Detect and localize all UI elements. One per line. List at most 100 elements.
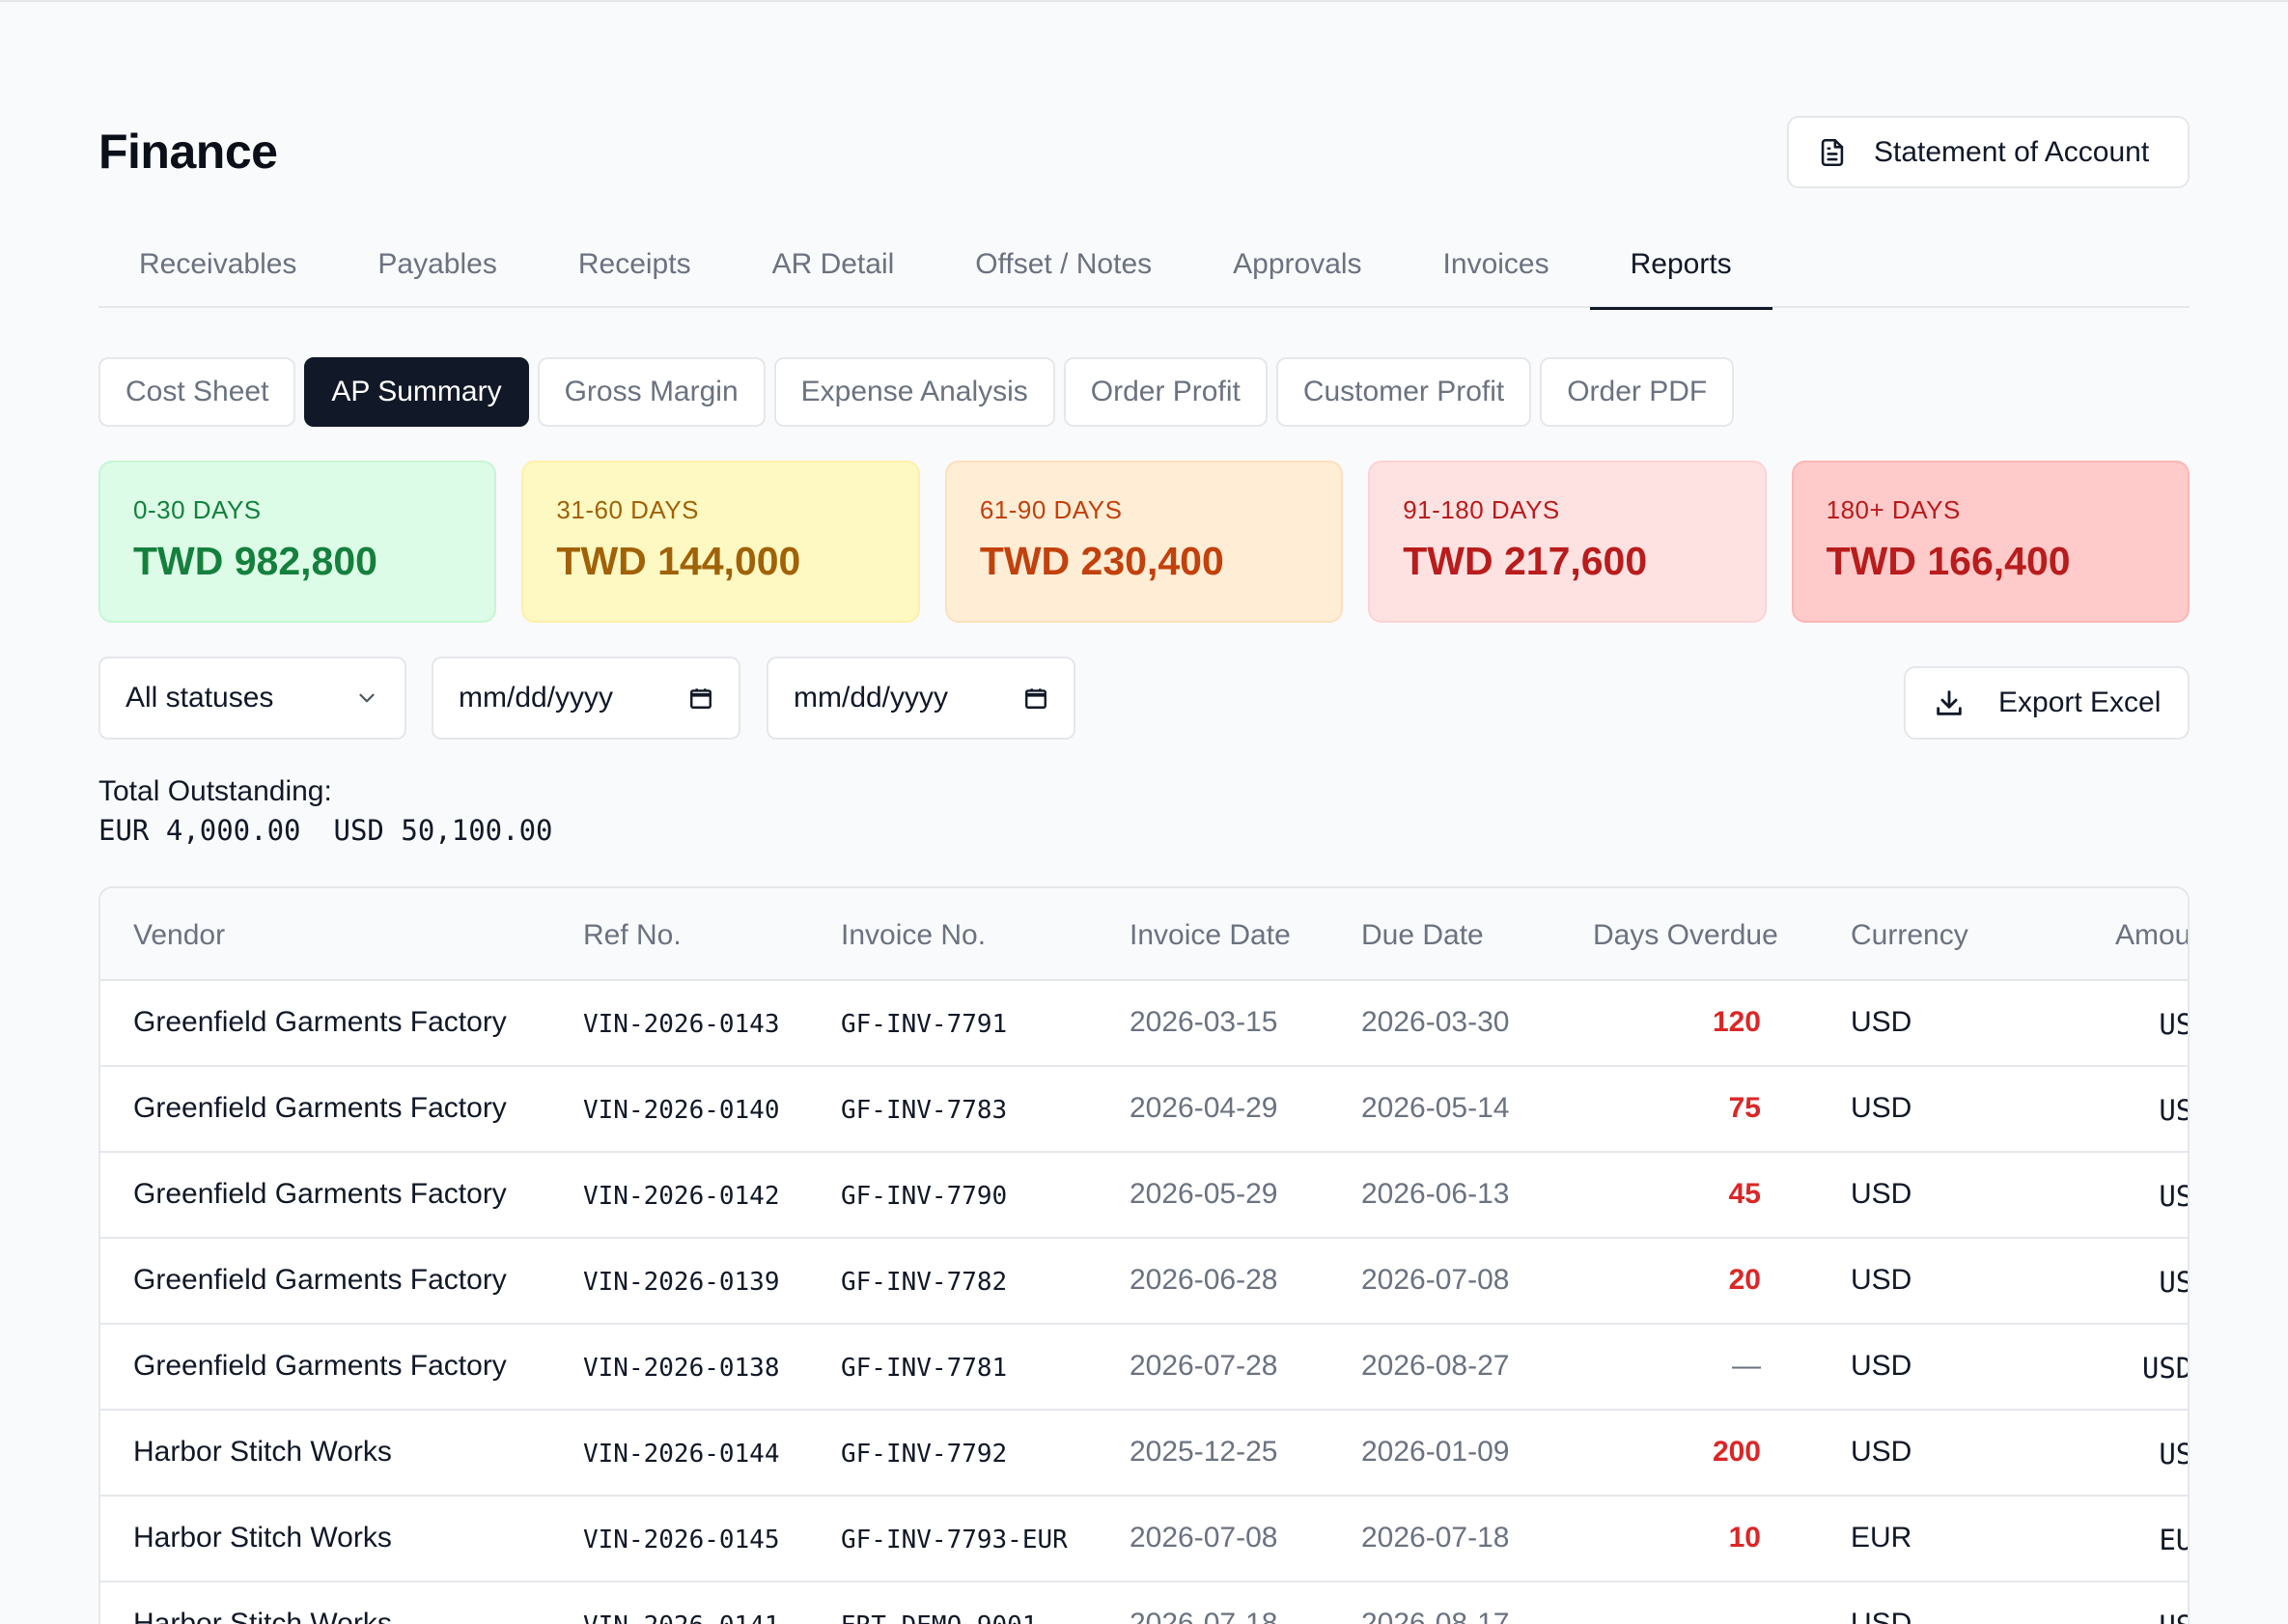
header-ref-no[interactable]: Ref No.: [583, 919, 682, 951]
table-row[interactable]: Greenfield Garments Factory VIN-2026-0138…: [100, 1325, 2188, 1411]
due-date-cell: 2026-06-13: [1361, 1178, 1510, 1210]
currency-cell: USD: [1851, 1436, 1912, 1468]
invoice-date-cell: 2026-05-29: [1130, 1178, 1278, 1210]
aging-card-value: TWD 217,600: [1403, 539, 1648, 583]
aging-card-91-180: 91-180 DAYS TWD 217,600: [1368, 461, 1767, 623]
due-date-cell: 2026-08-17: [1361, 1608, 1510, 1624]
table-body: Greenfield Garments Factory VIN-2026-0143…: [100, 981, 2188, 1624]
date-to-input[interactable]: mm/dd/yyyy: [767, 657, 1075, 740]
invoice-no-cell: GF-INV-7793-EUR: [841, 1526, 1068, 1554]
vendor-cell: Greenfield Garments Factory: [133, 1264, 507, 1296]
subtab-ap-summary[interactable]: AP Summary: [304, 357, 529, 427]
amount-cell: USD 7,20: [2159, 1094, 2188, 1127]
ref-no-cell: VIN-2026-0145: [583, 1526, 780, 1554]
table-row[interactable]: Harbor Stitch Works VIN-2026-0145 GF-INV-7…: [100, 1497, 2188, 1582]
ap-aging-table: Vendor Ref No. Invoice No. Invoice Date …: [98, 886, 2190, 1624]
subtab-cost-sheet[interactable]: Cost Sheet: [98, 357, 296, 427]
invoice-date-cell: 2026-03-15: [1130, 1006, 1278, 1038]
status-select-value: All statuses: [126, 682, 274, 714]
vendor-cell: Greenfield Garments Factory: [133, 1092, 507, 1124]
header-currency[interactable]: Currency: [1851, 919, 1968, 951]
days-overdue-cell: —: [1732, 1350, 1761, 1382]
table-row[interactable]: Harbor Stitch Works VIN-2026-0144 GF-INV-7…: [100, 1411, 2188, 1497]
days-overdue-cell: 45: [1728, 1178, 1761, 1210]
status-select[interactable]: All statuses: [98, 657, 406, 740]
ref-no-cell: VIN-2026-0144: [583, 1440, 780, 1469]
currency-cell: USD: [1851, 1608, 1912, 1624]
tab-receipts[interactable]: Receipts: [577, 248, 691, 280]
report-subtabs: Cost Sheet AP Summary Gross Margin Expen…: [98, 357, 1735, 427]
tab-invoices[interactable]: Invoices: [1442, 248, 1549, 280]
chevron-down-icon: [359, 693, 375, 703]
ref-no-cell: VIN-2026-0142: [583, 1182, 780, 1211]
tab-receivables[interactable]: Receivables: [139, 248, 297, 280]
subtab-gross-margin[interactable]: Gross Margin: [537, 357, 766, 427]
header-due-date[interactable]: Due Date: [1361, 919, 1484, 951]
table-row[interactable]: Greenfield Garments Factory VIN-2026-0139…: [100, 1239, 2188, 1325]
days-overdue-cell: 75: [1728, 1092, 1761, 1124]
header-vendor[interactable]: Vendor: [133, 919, 226, 951]
vendor-cell: Greenfield Garments Factory: [133, 1178, 507, 1210]
subtab-customer-profit[interactable]: Customer Profit: [1275, 357, 1532, 427]
due-date-cell: 2026-07-08: [1361, 1264, 1510, 1296]
invoice-date-cell: 2025-12-25: [1130, 1436, 1278, 1468]
aging-card-value: TWD 230,400: [979, 539, 1224, 583]
calendar-icon[interactable]: [688, 686, 713, 711]
table-row[interactable]: Greenfield Garments Factory VIN-2026-0143…: [100, 981, 2188, 1067]
tab-payables[interactable]: Payables: [377, 248, 497, 280]
aging-card-label: 61-90 DAYS: [979, 495, 1123, 524]
header-invoice-no[interactable]: Invoice No.: [841, 919, 987, 951]
aging-card-label: 91-180 DAYS: [1403, 495, 1560, 524]
aging-card-value: TWD 982,800: [133, 539, 377, 583]
days-overdue-cell: 20: [1728, 1264, 1761, 1296]
header-invoice-date[interactable]: Invoice Date: [1130, 919, 1291, 951]
amount-cell: USD 1,80: [2043, 1610, 2188, 1624]
invoice-no-cell: GF-INV-7783: [841, 1096, 1008, 1125]
total-outstanding-usd: USD 50,100.00: [333, 814, 553, 847]
calendar-icon[interactable]: [1023, 686, 1048, 711]
tab-reports[interactable]: Reports: [1589, 237, 1772, 310]
aging-card-value: TWD 144,000: [556, 539, 801, 583]
date-to-value: mm/dd/yyyy: [794, 682, 949, 714]
invoice-no-cell: GF-INV-7782: [841, 1268, 1008, 1297]
header-amount[interactable]: Amou: [2115, 919, 2190, 951]
amount-cell: USD 6,80: [2159, 1008, 2188, 1041]
export-excel-button[interactable]: Export Excel: [1904, 666, 2190, 740]
aging-card-label: 31-60 DAYS: [556, 495, 699, 524]
vendor-cell: Harbor Stitch Works: [133, 1522, 392, 1554]
aging-card-180-plus: 180+ DAYS TWD 166,400: [1791, 461, 2190, 623]
invoice-no-cell: GF-INV-7790: [841, 1182, 1008, 1211]
table-row[interactable]: Greenfield Garments Factory VIN-2026-0142…: [100, 1153, 2188, 1239]
invoice-date-cell: 2026-07-08: [1130, 1522, 1278, 1554]
subtab-order-profit[interactable]: Order Profit: [1063, 357, 1268, 427]
table-header: Vendor Ref No. Invoice No. Invoice Date …: [100, 888, 2188, 981]
ref-no-cell: VIN-2026-0143: [583, 1010, 780, 1039]
aging-cards: 0-30 DAYS TWD 982,800 31-60 DAYS TWD 144…: [98, 461, 2190, 623]
currency-cell: USD: [1851, 1350, 1912, 1382]
ref-no-cell: VIN-2026-0139: [583, 1268, 780, 1297]
total-outstanding-eur: EUR 4,000.00: [98, 814, 301, 847]
table-row[interactable]: Greenfield Garments Factory VIN-2026-0140…: [100, 1067, 2188, 1153]
due-date-cell: 2026-07-18: [1361, 1522, 1510, 1554]
aging-card-61-90: 61-90 DAYS TWD 230,400: [944, 461, 1344, 623]
amount-cell: USD 5,40: [2159, 1266, 2188, 1299]
statement-of-account-button[interactable]: Statement of Account: [1787, 116, 2190, 188]
table-row[interactable]: Harbor Stitch Works VIN-2026-0141 ERT-DEMO…: [100, 1582, 2188, 1624]
aging-card-label: 0-30 DAYS: [133, 495, 262, 524]
currency-cell: USD: [1851, 1006, 1912, 1038]
subtab-order-pdf[interactable]: Order PDF: [1540, 357, 1735, 427]
amount-cell: USD 5,20: [2159, 1438, 2188, 1470]
due-date-cell: 2026-01-09: [1361, 1436, 1510, 1468]
tab-ar-detail[interactable]: AR Detail: [771, 248, 895, 280]
tab-offset-notes[interactable]: Offset / Notes: [975, 248, 1153, 280]
due-date-cell: 2026-08-27: [1361, 1350, 1510, 1382]
subtab-expense-analysis[interactable]: Expense Analysis: [773, 357, 1055, 427]
tab-approvals[interactable]: Approvals: [1233, 248, 1362, 280]
export-excel-label: Export Excel: [1998, 686, 2162, 718]
days-overdue-cell: 200: [1712, 1436, 1761, 1468]
vendor-cell: Greenfield Garments Factory: [133, 1006, 507, 1038]
header-days-overdue[interactable]: Days Overdue: [1593, 919, 1778, 951]
ref-no-cell: VIN-2026-0140: [583, 1096, 780, 1125]
currency-cell: EUR: [1851, 1522, 1912, 1554]
date-from-input[interactable]: mm/dd/yyyy: [432, 657, 740, 740]
